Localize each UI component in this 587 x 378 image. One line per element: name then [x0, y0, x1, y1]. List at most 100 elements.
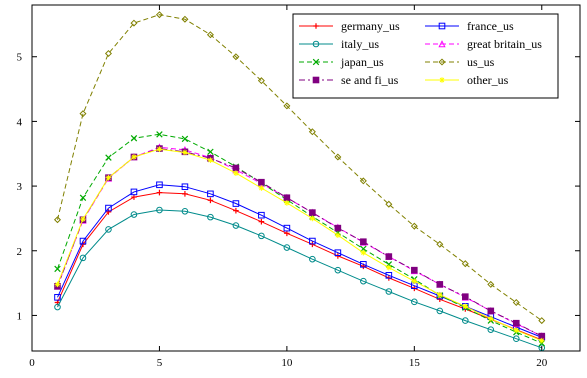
data-point — [181, 183, 189, 191]
data-point — [283, 244, 291, 251]
data-point — [258, 218, 265, 225]
data-point — [156, 131, 163, 138]
data-point — [437, 291, 443, 298]
data-point — [181, 15, 189, 23]
data-point — [207, 213, 214, 221]
legend-marker — [439, 77, 445, 83]
series-se-and-fi_us — [54, 145, 546, 340]
data-point — [156, 181, 163, 189]
data-point — [53, 216, 61, 224]
data-point — [513, 327, 520, 334]
data-point — [334, 249, 342, 256]
legend-label: other_us — [467, 73, 509, 87]
data-point — [462, 303, 469, 310]
y-tick-label: 2 — [17, 246, 23, 258]
x-tick-label: 15 — [409, 357, 421, 369]
data-point — [411, 298, 418, 306]
legend-item-japan_us: japan_us — [299, 55, 384, 69]
data-point — [258, 185, 265, 191]
x-tick-label: 0 — [29, 357, 35, 369]
series-line — [57, 14, 543, 322]
data-point — [410, 222, 418, 230]
data-point — [156, 206, 163, 214]
data-point — [105, 174, 112, 181]
data-point — [156, 189, 163, 196]
data-point — [79, 110, 87, 118]
series-line — [57, 209, 542, 349]
data-point — [104, 49, 112, 58]
legend-label: france_us — [467, 19, 514, 33]
legend-marker — [438, 22, 446, 30]
series-italy_us — [54, 206, 546, 352]
data-point — [54, 294, 61, 301]
data-point — [359, 177, 367, 185]
data-point — [487, 280, 495, 288]
data-point — [207, 197, 214, 204]
data-point — [360, 261, 367, 268]
data-point — [309, 215, 316, 222]
data-point — [309, 255, 316, 263]
legend-item-germany_us: germany_us — [299, 19, 400, 33]
data-point — [283, 102, 291, 110]
data-point — [334, 153, 342, 161]
data-point — [155, 11, 163, 19]
data-point — [461, 260, 469, 268]
x-tick-label: 5 — [157, 357, 163, 369]
series-line — [57, 192, 542, 341]
legend-marker — [312, 58, 320, 66]
data-point — [181, 135, 189, 143]
data-point — [182, 149, 188, 156]
data-point — [54, 265, 61, 273]
data-point — [232, 222, 240, 229]
data-point — [105, 204, 112, 212]
data-point — [131, 194, 137, 200]
legend: germany_us france_us italy_us great britain… — [292, 13, 559, 99]
y-tick-label: 1 — [17, 310, 23, 322]
data-point — [411, 278, 418, 284]
legend-label: se and fi_us — [341, 73, 399, 87]
legend-label: japan_us — [340, 55, 384, 69]
legend-label: germany_us — [341, 19, 400, 33]
data-point — [436, 281, 444, 288]
legend-marker — [438, 58, 446, 66]
data-point — [130, 211, 138, 218]
data-point — [258, 232, 265, 240]
legend-marker — [312, 40, 320, 48]
data-point — [232, 164, 240, 172]
axis-ticks: 0 5 10 15 20 1 2 3 4 5 — [17, 5, 580, 369]
data-point — [233, 170, 239, 176]
data-point — [309, 209, 316, 216]
y-tick-label: 4 — [17, 116, 23, 128]
data-point — [487, 326, 495, 333]
data-point — [105, 209, 112, 215]
data-point — [283, 224, 291, 232]
data-point — [206, 31, 214, 39]
y-tick-label: 3 — [17, 181, 23, 193]
data-point — [487, 315, 494, 322]
data-point — [385, 272, 393, 279]
legend-label: italy_us — [341, 37, 379, 51]
data-point — [54, 281, 61, 288]
data-point — [105, 154, 112, 161]
legend-label: great britain_us — [467, 37, 542, 51]
data-point — [385, 288, 393, 295]
data-point — [79, 237, 87, 245]
data-point — [360, 277, 367, 285]
data-point — [284, 200, 290, 206]
data-point — [334, 266, 342, 274]
data-point — [207, 148, 214, 156]
data-point — [411, 266, 418, 274]
data-point — [258, 211, 265, 219]
legend-item-italy_us: italy_us — [299, 37, 379, 51]
data-point — [257, 77, 265, 85]
data-point — [181, 208, 189, 215]
y-tick-label: 5 — [17, 52, 23, 64]
data-point — [309, 237, 316, 245]
data-point — [54, 303, 61, 311]
series-layer — [53, 11, 546, 352]
data-point — [386, 264, 392, 271]
series-us_us — [53, 11, 546, 325]
data-point — [258, 178, 265, 186]
data-point — [487, 307, 495, 315]
